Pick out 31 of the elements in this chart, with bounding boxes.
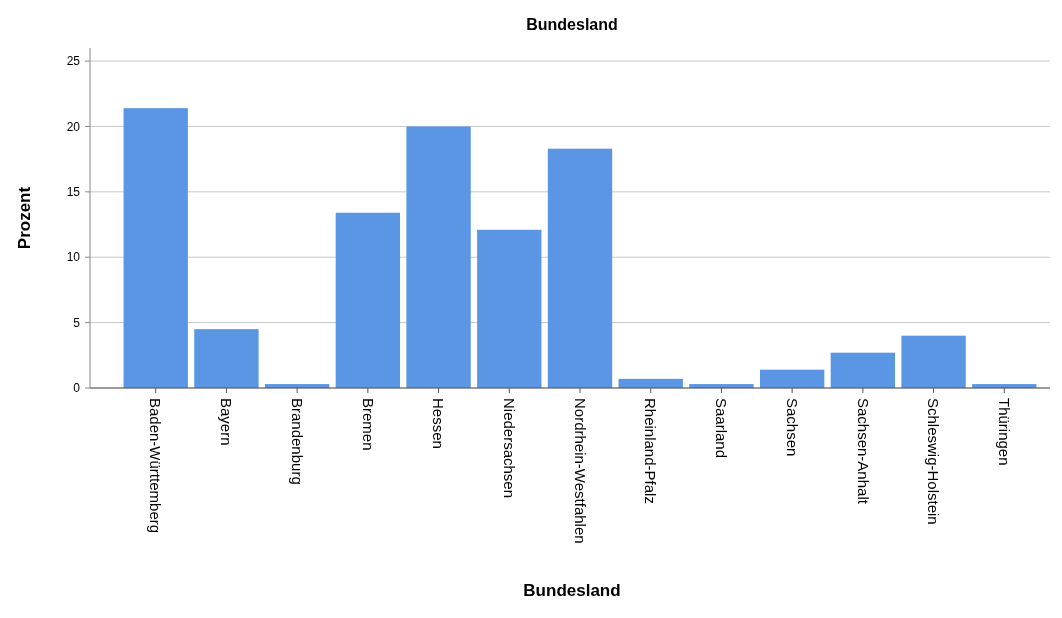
x-tick-label: Bayern: [218, 398, 236, 446]
x-tick-label: Sachsen: [783, 398, 801, 457]
bar: [194, 329, 259, 388]
bar: [123, 108, 188, 388]
x-tick-label: Baden-Württemberg: [147, 398, 165, 534]
y-tick-label: 0: [73, 381, 81, 396]
x-tick-label: Schleswig-Holstein: [925, 398, 943, 525]
x-tick-label: Sachsen-Anhalt: [854, 398, 872, 505]
y-tick-label: 25: [66, 54, 81, 69]
x-tick-label: Thüringen: [996, 398, 1014, 466]
x-tick-label: Saarland: [713, 398, 731, 459]
bar: [547, 148, 613, 388]
bar: [477, 229, 542, 388]
x-axis-title: Bundesland: [523, 581, 621, 600]
y-tick-label: 10: [66, 250, 81, 265]
bar: [830, 352, 896, 388]
bar: [335, 212, 401, 388]
bar: [406, 126, 471, 388]
x-tick-label: Rheinland-Pfalz: [642, 398, 660, 504]
bar: [901, 335, 966, 388]
y-tick-label: 20: [66, 119, 81, 134]
x-tick-label: Nordrhein-Westfahlen: [571, 398, 589, 544]
x-tick-label: Niedersachsen: [501, 398, 519, 499]
x-tick-label: Brandenburg: [288, 398, 306, 485]
bar: [759, 369, 825, 388]
chart-title: Bundesland: [526, 16, 618, 33]
y-tick-label: 5: [73, 315, 81, 330]
y-axis-title: Prozent: [15, 186, 34, 250]
x-tick-label: Hessen: [430, 398, 448, 449]
x-tick-label: Bremen: [359, 398, 377, 451]
y-tick-label: 15: [66, 185, 81, 200]
